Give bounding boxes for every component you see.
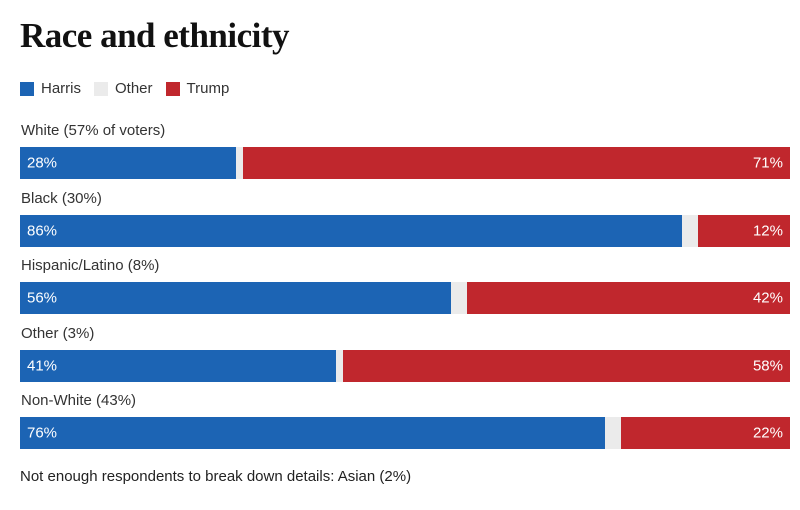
bar-row: Hispanic/Latino (8%) 56% 42% bbox=[20, 257, 790, 325]
data-label-harris: 28% bbox=[27, 154, 58, 172]
bar-segment-trump: 71% bbox=[243, 147, 790, 179]
legend-item-harris: Harris bbox=[20, 80, 81, 97]
bar-segment-trump: 22% bbox=[620, 417, 790, 449]
bar-segment-harris: 56% bbox=[20, 282, 452, 314]
data-label-trump: 71% bbox=[752, 154, 783, 172]
data-label-trump: 12% bbox=[752, 222, 783, 239]
legend-label: Trump bbox=[186, 80, 230, 97]
legend-item-trump: Trump bbox=[165, 80, 230, 97]
category-label: White (57% of voters) bbox=[21, 122, 166, 139]
data-label-harris: 76% bbox=[27, 424, 58, 442]
bar-row: Other (3%) 41% 58% bbox=[20, 325, 790, 393]
bar-row: Black (30%) 86% 12% bbox=[20, 190, 790, 258]
stacked-bar: 76% 22% bbox=[20, 417, 790, 449]
legend-label: Harris bbox=[41, 80, 81, 97]
category-label: Hispanic/Latino (8%) bbox=[21, 257, 160, 274]
legend-swatch bbox=[20, 81, 34, 96]
data-label-trump: 42% bbox=[752, 289, 783, 307]
legend: Harris Other Trump bbox=[20, 80, 242, 97]
stacked-bar: 56% 42% bbox=[20, 282, 790, 314]
legend-swatch bbox=[165, 81, 180, 96]
bar-segment-trump: 42% bbox=[466, 282, 790, 314]
bar-segment-other bbox=[335, 349, 344, 382]
bar-segment-trump: 58% bbox=[343, 349, 790, 382]
category-label: Other (3%) bbox=[21, 324, 95, 342]
bar-segment-trump: 12% bbox=[697, 214, 790, 247]
legend-swatch bbox=[94, 81, 108, 96]
data-label-harris: 56% bbox=[27, 289, 58, 307]
data-label-trump: 22% bbox=[752, 424, 783, 442]
data-label-trump: 58% bbox=[752, 357, 783, 374]
bar-segment-harris: 86% bbox=[20, 214, 683, 247]
bar-segment-harris: 41% bbox=[20, 349, 336, 382]
footnote: Not enough respondents to break down det… bbox=[20, 468, 412, 485]
bar-segment-harris: 28% bbox=[20, 147, 236, 179]
data-label-harris: 41% bbox=[27, 357, 58, 374]
legend-label: Other bbox=[115, 80, 153, 97]
bar-row: White (57% of voters) 28% 71% bbox=[20, 122, 790, 190]
bar-segment-other bbox=[682, 214, 698, 247]
legend-item-other: Other bbox=[94, 80, 153, 97]
data-label-harris: 86% bbox=[27, 222, 58, 239]
category-label: Non-White (43%) bbox=[21, 392, 137, 409]
category-label: Black (30%) bbox=[21, 189, 102, 207]
bar-segment-other bbox=[451, 282, 467, 314]
bar-segment-harris: 76% bbox=[20, 417, 606, 449]
stacked-bar: 41% 58% bbox=[20, 349, 790, 382]
bar-segment-other bbox=[605, 417, 621, 449]
bar-segment-other bbox=[235, 147, 244, 179]
chart-title: Race and ethnicity bbox=[20, 16, 290, 55]
stacked-bar: 28% 71% bbox=[20, 147, 790, 179]
stacked-bar: 86% 12% bbox=[20, 214, 790, 247]
stacked-bar-chart: White (57% of voters) 28% 71% Black (30%) 86… bbox=[20, 122, 790, 460]
bar-row: Non-White (43%) 76% 22% bbox=[20, 392, 790, 460]
